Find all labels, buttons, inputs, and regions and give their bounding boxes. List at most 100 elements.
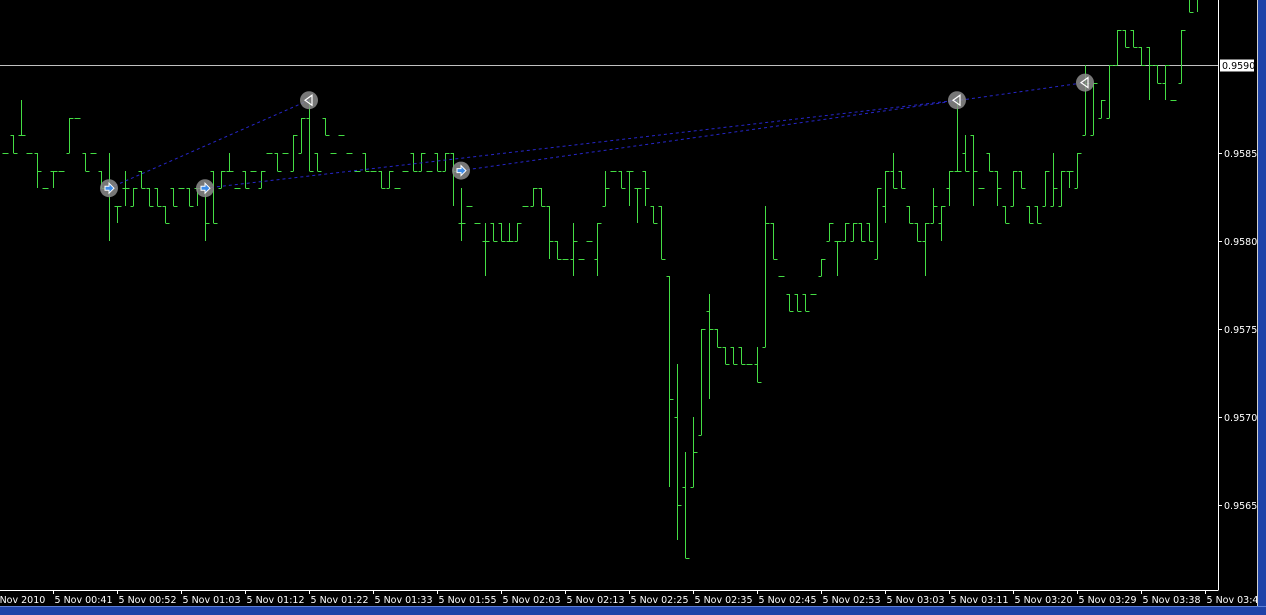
right-arrow-icon[interactable]	[452, 161, 470, 180]
ohlc-bar	[890, 153, 898, 189]
ohlc-bar	[722, 347, 730, 365]
ohlc-bar	[842, 223, 850, 242]
x-tick-label: 5 Nov 03:11	[951, 595, 1009, 606]
ohlc-bar	[138, 171, 146, 189]
ohlc-bar	[1114, 30, 1122, 66]
x-tick-label: 5 Nov 02:03	[503, 595, 561, 606]
window-right-border	[1258, 0, 1266, 614]
ohlc-bar	[530, 188, 538, 207]
ohlc-bar	[594, 223, 602, 276]
ohlc-bar	[698, 329, 706, 436]
y-tick-label: 0.9585	[1224, 149, 1257, 160]
x-tick-label: 5 Nov 01:12	[247, 595, 305, 606]
x-tick-label: 5 Nov 02:53	[823, 595, 881, 606]
x-tick-label: 5 Nov 02:25	[631, 595, 689, 606]
y-tick-label: 0.9580	[1224, 237, 1257, 248]
ohlc-bar	[802, 294, 810, 312]
ohlc-bar	[906, 206, 914, 224]
ohlc-bar	[10, 135, 18, 154]
x-tick-label: 5 Nov 01:55	[439, 595, 497, 606]
ohlc-bar	[850, 223, 858, 242]
ohlc-bar	[674, 364, 682, 540]
ohlc-bar	[658, 206, 666, 260]
ohlc-bar	[1002, 206, 1010, 224]
ohlc-bar	[1010, 171, 1018, 207]
ohlc-bar	[858, 223, 866, 242]
trade-line[interactable]	[108, 99, 310, 189]
ohlc-bar	[1066, 171, 1074, 188]
price-level-label: 0.9590	[1220, 59, 1255, 72]
trade-line[interactable]	[204, 99, 958, 189]
ohlc-bar	[298, 118, 306, 154]
ohlc-bar	[714, 329, 722, 348]
ohlc-bar	[162, 206, 170, 224]
ohlc-bar	[210, 171, 218, 224]
ohlc-bar	[954, 100, 962, 172]
ohlc-bar	[66, 118, 74, 154]
left-triangle-icon[interactable]	[948, 91, 966, 110]
x-tick-label: 5 Nov 02:45	[759, 595, 817, 606]
ohlc-bar	[274, 153, 282, 172]
ohlc-bar	[826, 223, 834, 242]
left-triangle-icon[interactable]	[300, 91, 318, 110]
ohlc-bar	[546, 206, 554, 259]
ohlc-bar	[1026, 206, 1034, 224]
ohlc-bar	[314, 153, 322, 172]
ohlc-bar	[154, 188, 162, 207]
ohlc-bar	[970, 135, 978, 206]
ohlc-bar	[1050, 153, 1058, 207]
ohlc-bar	[922, 223, 930, 276]
ohlc-bar	[1178, 30, 1186, 84]
x-tick-label: 5 Nov 03:03	[887, 595, 945, 606]
ohlc-bar	[242, 171, 250, 189]
ohlc-bar	[914, 223, 922, 242]
x-tick-label: 5 Nov 00:41	[55, 595, 113, 606]
ohlc-bar	[218, 171, 226, 189]
ohlc-bar	[170, 188, 178, 207]
chart-background	[0, 0, 1258, 606]
ohlc-bar	[1122, 30, 1130, 48]
ohlc-bar	[1189, 0, 1194, 13]
ohlc-bar	[1090, 83, 1098, 136]
ohlc-bar	[386, 171, 394, 189]
ohlc-bar	[634, 188, 642, 223]
ohlc-bar	[738, 347, 746, 365]
ohlc-bar	[834, 241, 842, 276]
y-tick-label: 0.9575	[1224, 325, 1257, 336]
ohlc-bar	[682, 452, 690, 559]
right-arrow-icon[interactable]	[100, 179, 118, 198]
ohlc-bar	[506, 223, 514, 242]
ohlc-bar	[18, 100, 26, 136]
ohlc-bar	[642, 171, 650, 206]
ohlc-bar	[442, 153, 450, 172]
ohlc-bar	[930, 188, 938, 224]
x-tick-label: 5 Nov 02:13	[567, 595, 625, 606]
ohlc-bar	[34, 153, 42, 188]
ohlc-bar	[226, 153, 234, 172]
ohlc-bar	[290, 135, 298, 172]
ohlc-bar	[570, 223, 578, 276]
ohlc-bar	[770, 223, 778, 260]
ohlc-bar	[730, 347, 738, 365]
left-triangle-icon[interactable]	[1076, 73, 1094, 92]
ohlc-bar	[1058, 171, 1066, 207]
ohlc-bar	[514, 223, 522, 242]
ohlc-bar	[618, 171, 626, 189]
x-tick-label: 5 Nov 03:38	[1143, 595, 1201, 606]
ohlc-bar	[186, 188, 194, 207]
price-chart[interactable]: 0.9585 0.9580 0.9575 0.9570 0.9565 0.9590 5 No…	[0, 0, 1258, 606]
ohlc-bar	[1130, 30, 1138, 48]
ohlc-bar	[938, 206, 946, 241]
ohlc-bar	[1034, 206, 1042, 224]
ohlc-bar	[498, 223, 506, 242]
x-tick-label: 5 Nov 03:20	[1015, 595, 1073, 606]
ohlc-bar	[130, 188, 138, 207]
ohlc-bar	[1146, 47, 1154, 100]
ohlc-bar	[754, 347, 762, 383]
ohlc-bar	[1154, 65, 1162, 84]
right-arrow-icon[interactable]	[196, 179, 214, 198]
ohlc-bar	[258, 171, 266, 189]
ohlc-bar	[962, 135, 970, 172]
ohlc-bar	[50, 171, 58, 188]
ohlc-bar	[82, 153, 90, 172]
